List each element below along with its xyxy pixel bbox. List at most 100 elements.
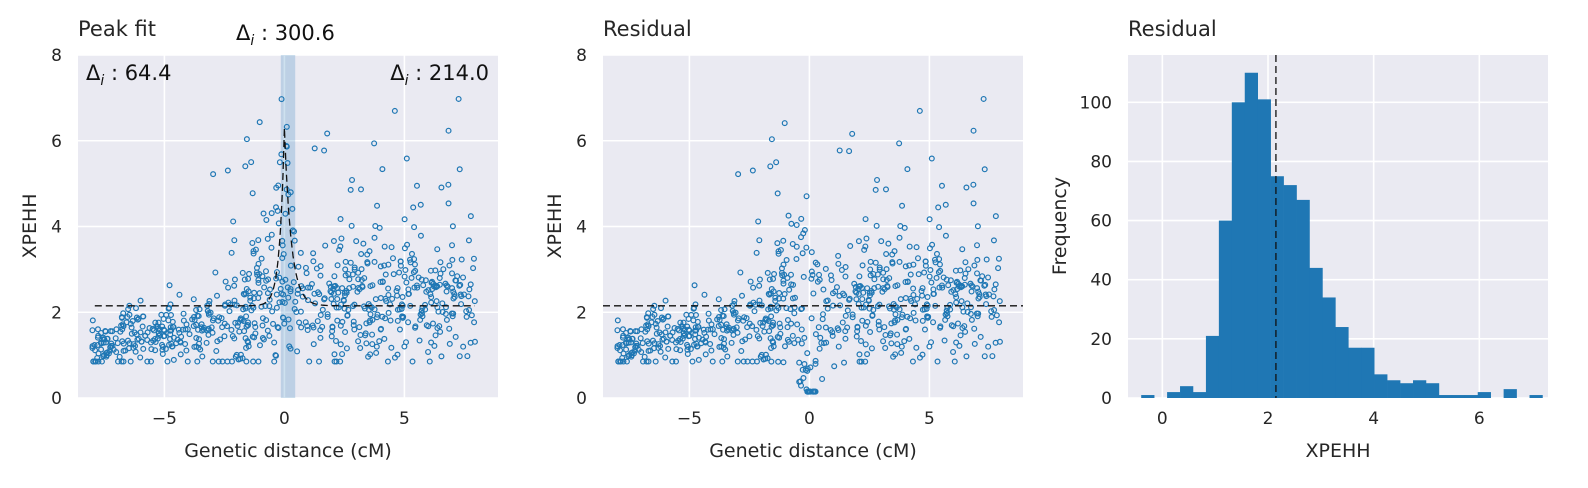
scatter-point [783, 257, 790, 264]
scatter-point [856, 358, 863, 365]
scatter-point [768, 136, 775, 143]
scatter-point [684, 350, 691, 357]
scatter-point [128, 330, 135, 337]
scatter-point [176, 291, 183, 298]
scatter-point [372, 223, 379, 230]
scatter-point [942, 316, 949, 323]
scatter-point [950, 348, 957, 355]
scatter-point [921, 269, 928, 276]
scatter-point [135, 315, 142, 322]
scatter-point [910, 309, 917, 316]
scatter-point [120, 340, 127, 347]
scatter-point [328, 289, 335, 296]
scatter-point [965, 266, 972, 273]
scatter-point [256, 342, 263, 349]
scatter-point [928, 155, 935, 162]
scatter-point [311, 290, 318, 297]
scatter-point [985, 343, 992, 350]
scatter-point [155, 319, 162, 326]
scatter-point [677, 338, 684, 345]
y-axis-label: XPEHH [19, 193, 41, 258]
scatter-point [692, 312, 699, 319]
scatter-point [953, 294, 960, 301]
scatter-point [242, 163, 249, 170]
scatter-point [722, 346, 729, 353]
scatter-point [268, 244, 275, 251]
scatter-point [919, 317, 926, 324]
scatter-point [856, 283, 863, 290]
x-tick-label: 0 [279, 409, 290, 429]
scatter-point [374, 314, 381, 321]
histogram-bar [1192, 392, 1207, 398]
scatter-point [351, 264, 358, 271]
scatter-point [788, 220, 795, 227]
scatter-point [364, 260, 371, 267]
scatter-point [271, 339, 278, 346]
scatter-point [942, 232, 949, 239]
scatter-point [766, 291, 773, 298]
scatter-point [358, 276, 365, 283]
scatter-point [465, 293, 472, 300]
scatter-point [313, 265, 320, 272]
scatter-point [913, 344, 920, 351]
scatter-point [273, 304, 280, 311]
scatter-point [337, 358, 344, 365]
scatter-point [348, 222, 355, 229]
scatter-point [718, 335, 725, 342]
scatter-point [638, 349, 645, 356]
scatter-point [933, 250, 940, 257]
scatter-point [981, 353, 988, 360]
scatter-point [408, 274, 415, 281]
scatter-point [928, 279, 935, 286]
scatter-point [349, 176, 356, 183]
scatter-point [757, 353, 764, 360]
scatter-point [430, 280, 437, 287]
scatter-point [231, 237, 238, 244]
scatter-point [898, 343, 905, 350]
scatter-point [449, 256, 456, 263]
scatter-point [466, 307, 473, 314]
scatter-point [768, 344, 775, 351]
scatter-point [980, 95, 987, 102]
scatter-point [408, 250, 415, 257]
histogram-bar [1218, 220, 1233, 398]
scatter-point [224, 358, 231, 365]
scatter-point [934, 358, 941, 365]
scatter-point [118, 322, 125, 329]
scatter-point [875, 283, 882, 290]
scatter-point [894, 341, 901, 348]
scatter-point [381, 243, 388, 250]
histogram-bar [1503, 389, 1517, 398]
scatter-point [708, 347, 715, 354]
scatter-point [337, 216, 344, 223]
scatter-point [862, 216, 869, 223]
scatter-point [667, 332, 674, 339]
scatter-point [206, 301, 213, 308]
scatter-point [962, 259, 969, 266]
scatter-point [390, 271, 397, 278]
scatter-point [789, 240, 796, 247]
scatter-point [196, 306, 203, 313]
scatter-point [991, 307, 998, 314]
scatter-point [242, 335, 249, 342]
scatter-point [428, 299, 435, 306]
scatter-point [664, 323, 671, 330]
scatter-point [876, 326, 883, 333]
scatter-point [731, 301, 738, 308]
scatter-point [912, 317, 919, 324]
scatter-point [367, 311, 374, 318]
scatter-point [751, 308, 758, 315]
scatter-point [425, 287, 432, 294]
scatter-point [831, 363, 838, 370]
scatter-point [437, 259, 444, 266]
scatter-point [970, 200, 977, 207]
scatter-point [371, 140, 378, 147]
scatter-point [134, 336, 141, 343]
histogram-bar [1374, 374, 1388, 398]
scatter-point [772, 297, 779, 304]
scatter-point [904, 278, 911, 285]
scatter-point [125, 306, 132, 313]
scatter-point [269, 308, 276, 315]
scatter-point [289, 205, 296, 212]
scatter-point [231, 276, 238, 283]
